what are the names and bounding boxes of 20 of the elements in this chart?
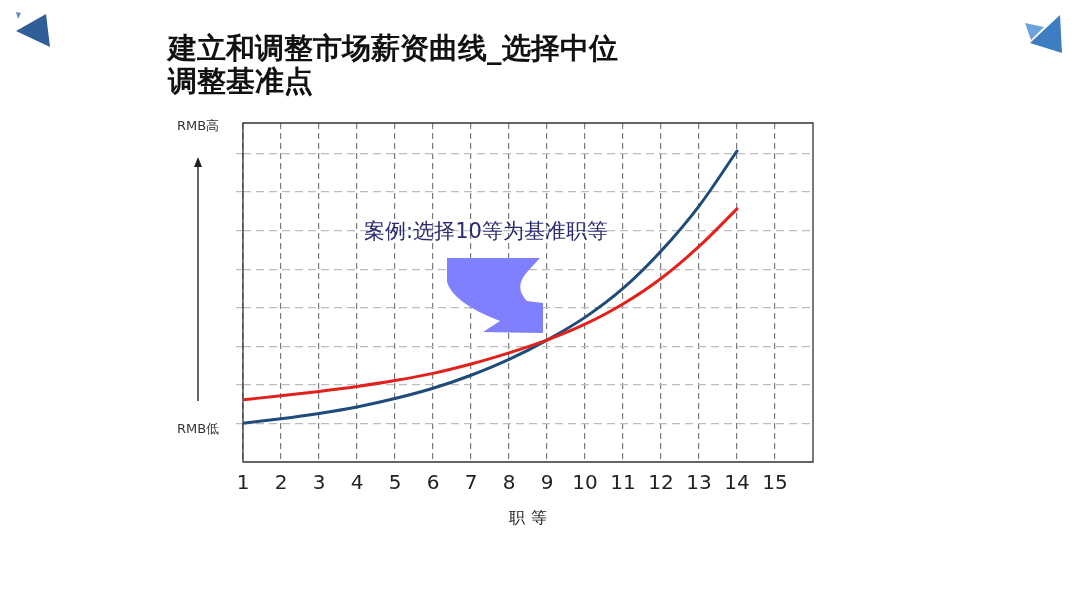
x-tick-label: 3 — [312, 470, 326, 495]
x-tick-label: 14 — [724, 470, 750, 495]
x-tick-label: 5 — [388, 470, 402, 495]
x-tick-label: 8 — [502, 470, 516, 495]
x-tick-label: 6 — [426, 470, 440, 495]
chart-title: 建立和调整市场薪资曲线_选择中位调整基准点 — [168, 31, 619, 98]
x-tick-label: 2 — [274, 470, 288, 495]
x-tick-label: 12 — [648, 470, 674, 495]
annotation: 案例:选择10等为基准职等 — [364, 219, 608, 245]
x-tick-label: 4 — [350, 470, 364, 495]
x-axis-title: 职 等 — [509, 507, 547, 527]
text: RMB高 — [176, 118, 220, 134]
x-tick-label: 10 — [572, 470, 598, 495]
x-tick-label: 9 — [540, 470, 554, 495]
x-tick-label: 15 — [762, 470, 788, 495]
x-tick-label: 11 — [610, 470, 636, 495]
x-tick-label: 1 — [236, 470, 250, 495]
x-tick-label: 7 — [464, 470, 478, 495]
x-tick-label: 13 — [686, 470, 712, 495]
text: RMB低 — [176, 421, 220, 437]
